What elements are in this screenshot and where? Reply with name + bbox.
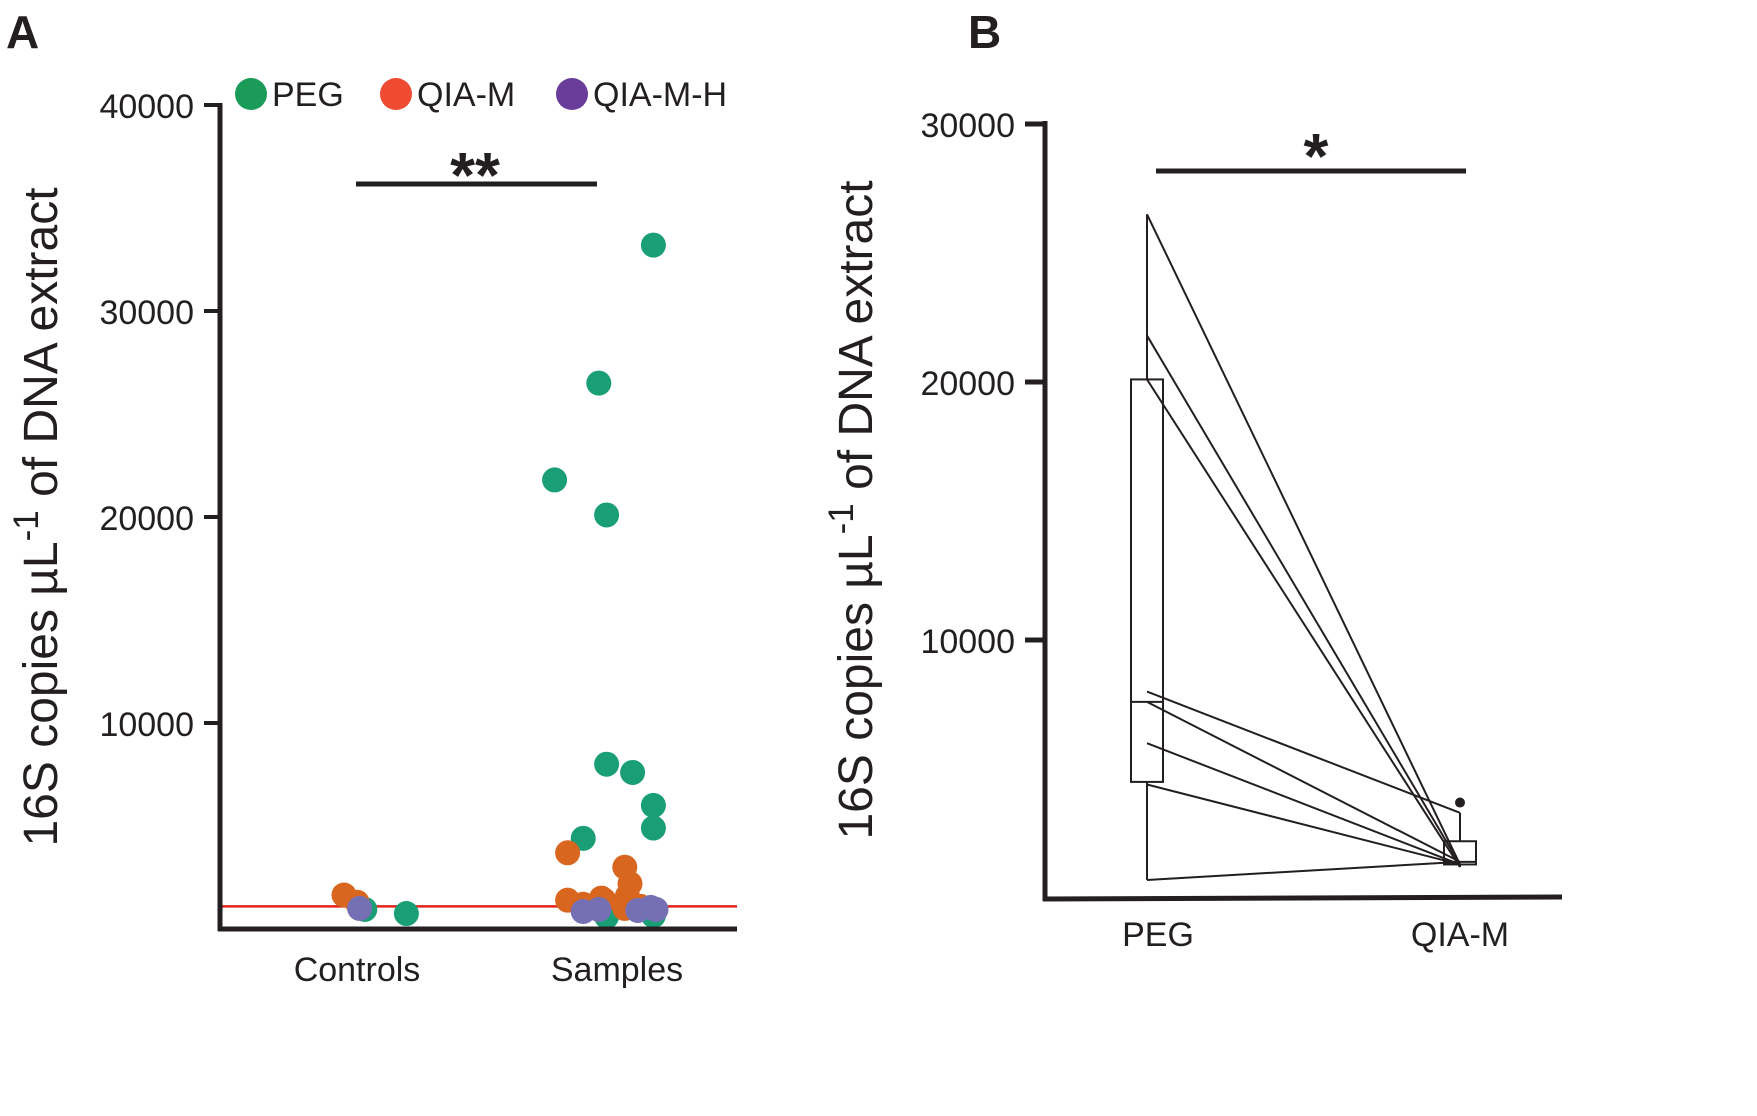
data-point-peg xyxy=(640,232,666,258)
legend-marker-peg xyxy=(235,78,267,110)
panel-label-b: B xyxy=(968,6,1001,58)
paired-line xyxy=(1146,690,1461,814)
legend-label: QIA-M xyxy=(417,76,515,114)
paired-line xyxy=(1146,213,1461,865)
x-tick-label: Samples xyxy=(551,951,683,989)
significance-stars: ** xyxy=(450,139,500,211)
paired-line xyxy=(1146,860,1461,881)
y-axis-label: 16S copies µL-1 of DNA extract xyxy=(822,180,884,839)
paired-line xyxy=(1146,378,1461,868)
data-point-peg xyxy=(640,792,666,818)
x-tick-label: Controls xyxy=(294,951,421,989)
legend-label: PEG xyxy=(272,76,344,114)
data-point-qia-m-h xyxy=(643,896,669,922)
data-point-peg xyxy=(594,502,620,528)
panel-a-scatter: 10000 20000 30000 40000 Controls Samples ** PEG… xyxy=(7,76,737,989)
data-point-qia-m xyxy=(555,840,581,866)
paired-line xyxy=(1146,701,1461,863)
box-outlier xyxy=(1455,797,1465,808)
legend-label: QIA-M-H xyxy=(593,76,727,114)
legend-marker-qia-m-h xyxy=(556,78,588,110)
data-point-peg xyxy=(542,467,568,493)
y-tick-label: 20000 xyxy=(99,500,194,538)
paired-line xyxy=(1146,742,1461,866)
data-point-peg xyxy=(393,901,419,927)
x-tick-label: QIA-M xyxy=(1411,916,1509,954)
y-tick-label: 30000 xyxy=(99,294,194,332)
paired-line xyxy=(1146,335,1461,865)
panel-label-a: A xyxy=(6,6,39,58)
y-tick-label: 10000 xyxy=(920,623,1015,661)
significance-stars: * xyxy=(1304,120,1329,192)
panel-b-boxplot: 10000 20000 30000 PEG QIA-M * 16S copies µL-1 … xyxy=(822,107,1563,954)
y-tick-label: 40000 xyxy=(99,88,194,126)
data-point-peg xyxy=(620,759,646,785)
data-point-qia-m-h xyxy=(347,895,373,921)
y-axis-label: 16S copies µL-1 of DNA extract xyxy=(7,187,69,846)
paired-line xyxy=(1146,783,1461,866)
legend-marker-qia-m xyxy=(380,78,412,110)
y-tick-label: 30000 xyxy=(920,107,1015,145)
x-tick-label: PEG xyxy=(1122,916,1194,954)
data-point-peg xyxy=(640,815,666,841)
data-point-peg xyxy=(594,751,620,777)
y-tick-label: 20000 xyxy=(920,365,1015,403)
data-point-qia-m-h xyxy=(586,896,612,922)
data-point-peg xyxy=(586,370,612,396)
y-tick-label: 10000 xyxy=(99,706,194,744)
box-iqr-peg xyxy=(1130,378,1164,783)
x-axis xyxy=(1042,894,1563,902)
